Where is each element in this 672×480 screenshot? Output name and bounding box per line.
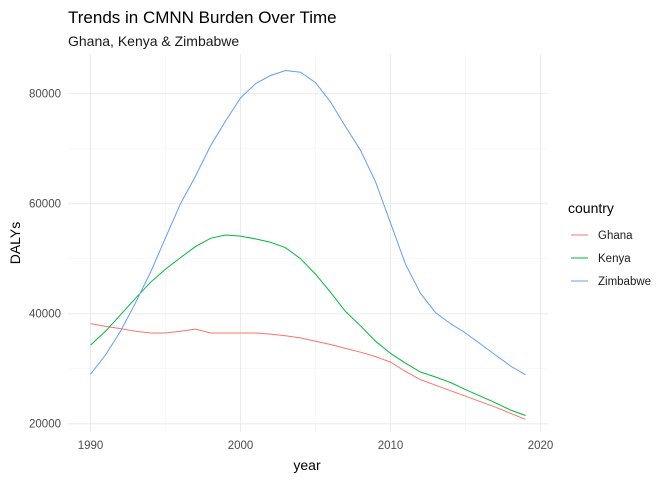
legend-label-ghana: Ghana bbox=[598, 230, 633, 242]
x-tick-label: 2020 bbox=[528, 440, 554, 452]
y-axis-tick-labels: 20000 40000 60000 80000 bbox=[29, 89, 61, 431]
chart-subtitle: Ghana, Kenya & Zimbabwe bbox=[68, 33, 239, 49]
y-tick-label: 80000 bbox=[29, 89, 61, 101]
legend: country Ghana Kenya Zimbabwe bbox=[568, 200, 651, 288]
legend-label-kenya: Kenya bbox=[598, 253, 631, 265]
series-lines bbox=[90, 69, 526, 420]
y-tick-label: 40000 bbox=[29, 309, 61, 321]
series-line-zimbabwe bbox=[90, 69, 526, 376]
x-tick-label: 2000 bbox=[228, 440, 254, 452]
y-tick-label: 60000 bbox=[29, 199, 61, 211]
x-tick-label: 1990 bbox=[78, 440, 104, 452]
x-axis-tick-labels: 1990 2000 2010 2020 bbox=[78, 440, 554, 452]
series-line-ghana bbox=[90, 323, 526, 420]
legend-title: country bbox=[568, 200, 614, 216]
plot-panel bbox=[68, 54, 548, 432]
major-gridlines bbox=[68, 54, 548, 432]
minor-gridlines bbox=[68, 54, 548, 432]
legend-label-zimbabwe: Zimbabwe bbox=[598, 276, 651, 288]
y-tick-label: 20000 bbox=[29, 419, 61, 431]
chart-title: Trends in CMNN Burden Over Time bbox=[68, 8, 337, 27]
x-axis-title: year bbox=[293, 457, 321, 473]
series-line-kenya bbox=[90, 234, 526, 416]
y-axis-title: DALYs bbox=[7, 222, 23, 265]
x-tick-label: 2010 bbox=[378, 440, 404, 452]
legend-items: Ghana Kenya Zimbabwe bbox=[571, 230, 651, 288]
